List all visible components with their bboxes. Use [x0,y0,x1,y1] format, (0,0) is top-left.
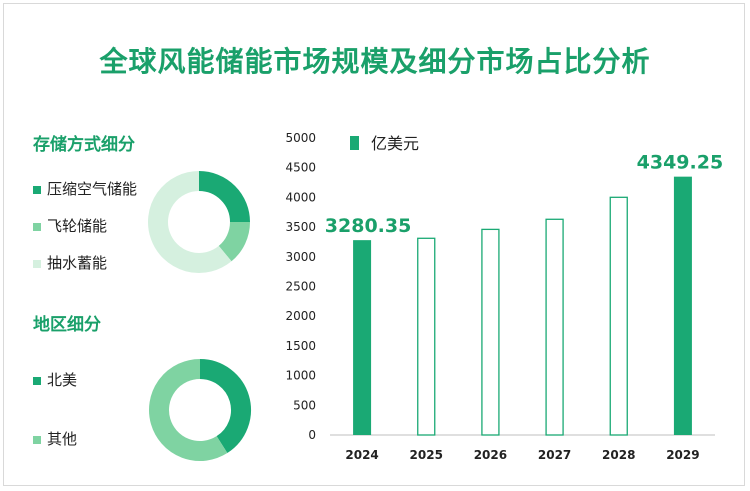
data-label: 4349.25 [637,152,724,174]
y-tick-label: 5000 [285,131,316,145]
legend-other: 其他 [33,428,77,449]
legend-flywheel: 飞轮储能 [33,215,107,236]
legend-label: 其他 [47,430,78,448]
bar-2029 [673,176,692,436]
bar-legend-label: 亿美元 [371,134,420,153]
legend-swatch [33,185,41,194]
donut-charts [148,171,251,461]
legend-swatch [33,376,41,385]
legend-north-america: 北美 [33,369,77,390]
region-section-title: 地区细分 [33,315,101,335]
legend-label: 北美 [47,371,78,389]
legend-swatch [33,222,41,231]
page-title: 全球风能储能市场规模及细分市场占比分析 [99,45,651,78]
legend-compressed-air: 压缩空气储能 [33,178,137,199]
legend-label: 飞轮储能 [47,217,108,235]
x-tick-label: 2028 [602,448,635,462]
legend-pumped-hydro: 抽水蓄能 [33,252,107,273]
y-tick-label: 0 [308,428,316,442]
y-tick-label: 2000 [285,309,316,323]
data-label: 3280.35 [325,215,412,237]
bar-2027 [545,218,564,436]
storage-slice-0 [198,171,250,223]
y-tick-label: 4500 [285,161,316,175]
bar-chart: 0 500 1000 1500 2000 2500 3000 3500 4000 4500 5000… [285,131,723,462]
storage-section-title: 存储方式细分 [33,135,135,155]
region-slice-1 [149,359,228,461]
legend-swatch [33,259,41,268]
x-tick-label: 2026 [474,448,507,462]
bar-legend-swatch [350,136,359,150]
bar-2028 [609,196,628,436]
bar-2025 [417,237,436,436]
y-tick-label: 2500 [285,280,316,294]
y-tick-label: 1500 [285,339,316,353]
x-tick-label: 2024 [345,448,378,462]
storage-slice-2 [148,171,232,273]
bar-legend: 亿美元 [350,130,419,154]
x-tick-label: 2025 [410,448,443,462]
x-tick-label: 2027 [538,448,571,462]
x-tick-label: 2029 [666,448,699,462]
y-tick-label: 4000 [285,190,316,204]
y-tick-label: 1000 [285,369,316,383]
storage-slice-1 [218,221,250,262]
legend-label: 抽水蓄能 [47,254,108,272]
legend-label: 压缩空气储能 [47,180,138,198]
y-tick-label: 500 [293,398,316,412]
bar-2024 [353,240,372,435]
region-slice-0 [199,359,251,454]
y-tick-label: 3000 [285,250,316,264]
y-tick-label: 3500 [285,220,316,234]
bar-2026 [481,228,500,436]
legend-swatch [33,435,41,444]
